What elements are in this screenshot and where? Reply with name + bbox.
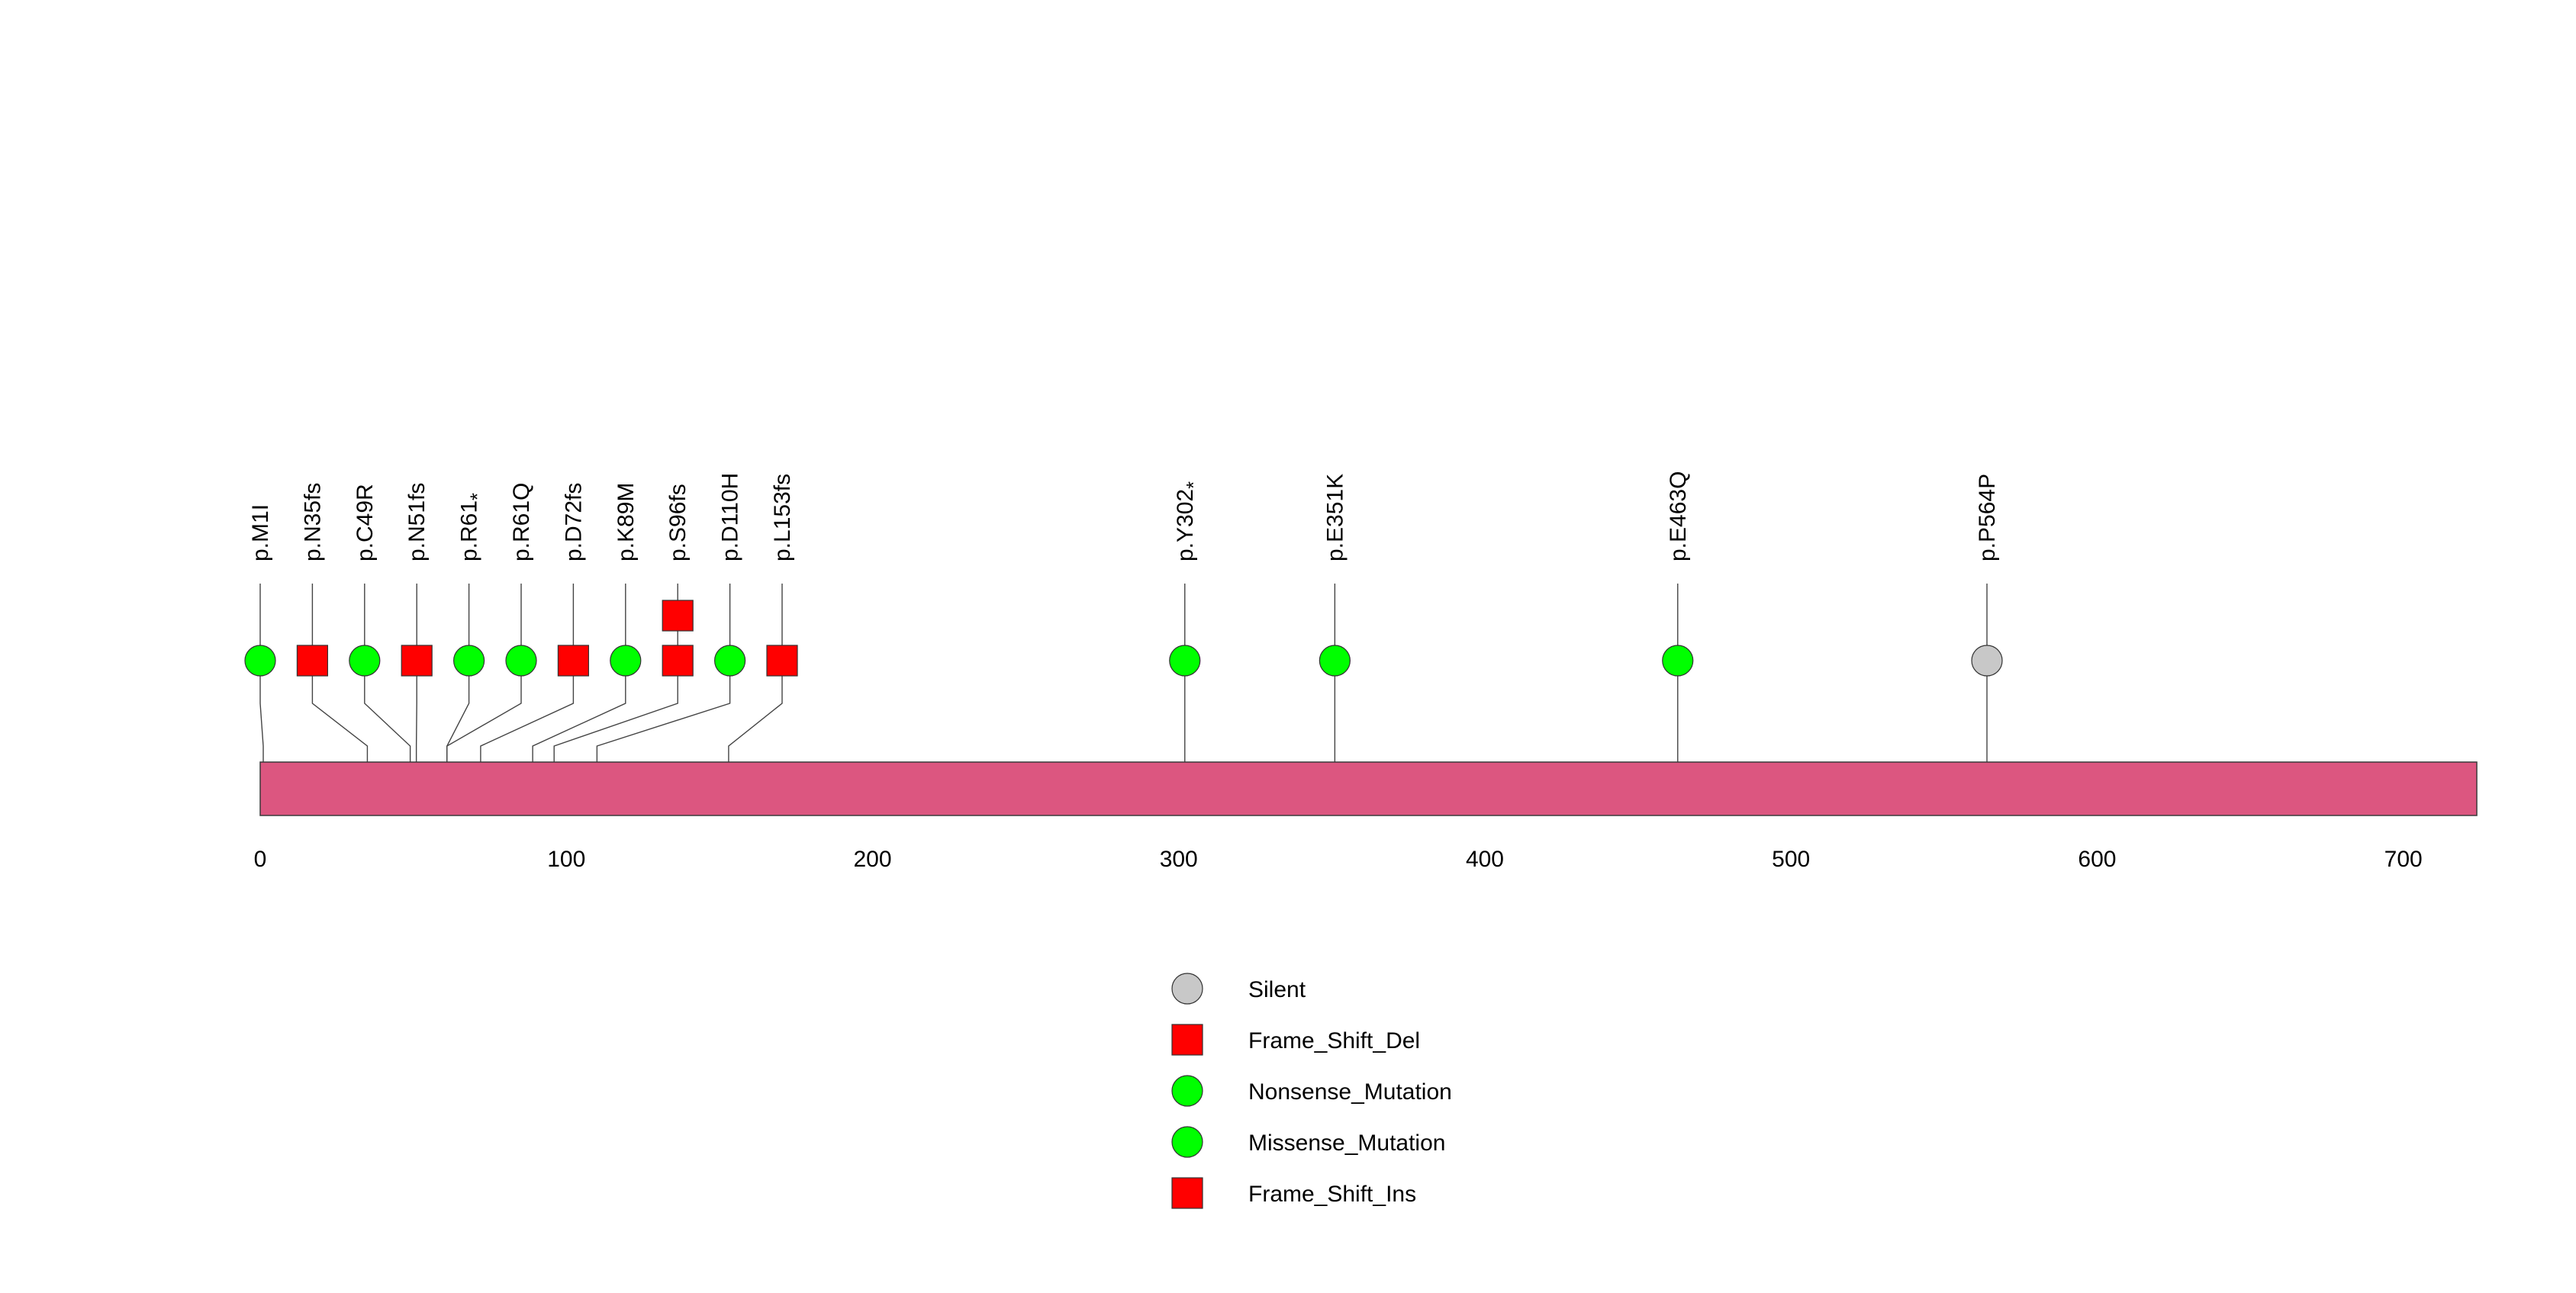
x-axis: 0 100 200 300 400 500 600 700	[254, 847, 2423, 872]
mutation-marker-square	[662, 600, 694, 632]
legend-label: Nonsense_Mutation	[1248, 1079, 1452, 1105]
x-tick-label: 700	[2384, 847, 2423, 872]
mutation-label: p.D110H	[718, 473, 743, 561]
mutation-label: p.R61*	[457, 493, 489, 561]
mutation-marker-circle	[349, 645, 381, 677]
x-tick-label: 0	[254, 847, 267, 872]
mutation-marker-square	[401, 645, 433, 677]
mutation-marker-circle	[713, 645, 746, 677]
x-tick-label: 100	[547, 847, 585, 872]
legend-marker-square	[1171, 1177, 1203, 1209]
nonsense-star: *	[468, 493, 489, 500]
legend-label: Silent	[1248, 977, 1306, 1002]
mutation-marker-square	[766, 645, 798, 677]
mutation-marker-circle	[1662, 645, 1694, 677]
mutation-label: p.L153fs	[770, 474, 795, 561]
x-tick-label: 300	[1160, 847, 1198, 872]
protein-bar	[259, 761, 2478, 816]
mutation-marker-circle	[610, 645, 642, 677]
x-tick-label: 200	[853, 847, 891, 872]
legend-marker-circle	[1171, 1126, 1203, 1158]
mutation-markers	[244, 600, 2003, 677]
mutation-label: p.K89M	[613, 483, 639, 561]
mutation-label: p.P564P	[1975, 474, 2000, 561]
mutation-label: p.M1I	[248, 504, 273, 561]
nonsense-star: *	[1183, 481, 1205, 489]
legend-marker-circle	[1171, 1075, 1203, 1107]
mutation-label: p.C49R	[353, 484, 378, 561]
mutation-label: p.S96fs	[665, 484, 691, 561]
mutation-marker-circle	[1971, 645, 2003, 677]
mutation-labels: p.M1I p.N35fs p.C49R p.N51fs p.R61* p.R61Q p.D…	[248, 471, 2000, 561]
mutation-marker-circle	[452, 645, 485, 677]
mutation-label: p.D72fs	[561, 483, 586, 561]
x-tick-label: 600	[2078, 847, 2116, 872]
legend: Silent Frame_Shift_Del Nonsense_Mutation Mi…	[1171, 973, 1452, 1209]
x-tick-label: 400	[1466, 847, 1504, 872]
legend-label: Frame_Shift_Del	[1248, 1028, 1420, 1053]
mutation-marker-square	[557, 645, 590, 677]
mutation-marker-square	[296, 645, 328, 677]
legend-label: Frame_Shift_Ins	[1248, 1182, 1416, 1207]
mutation-label: p.Y302*	[1173, 481, 1205, 561]
legend-marker-square	[1171, 1024, 1203, 1056]
mutation-label: p.R61Q	[509, 483, 534, 561]
mutation-label: p.E463Q	[1666, 471, 1691, 561]
mutation-label: p.N51fs	[404, 483, 430, 561]
mutation-marker-square	[662, 645, 694, 677]
legend-marker-circle	[1171, 973, 1203, 1005]
protein-domain	[259, 761, 2478, 816]
mutation-label: p.N35fs	[300, 483, 325, 561]
mutation-marker-circle	[1319, 645, 1351, 677]
mutation-label: p.E351K	[1322, 474, 1348, 561]
mutation-marker-circle	[505, 645, 537, 677]
mutation-marker-circle	[244, 645, 276, 677]
x-tick-label: 500	[1772, 847, 1810, 872]
legend-label: Missense_Mutation	[1248, 1131, 1445, 1156]
mutation-marker-circle	[1169, 645, 1201, 677]
